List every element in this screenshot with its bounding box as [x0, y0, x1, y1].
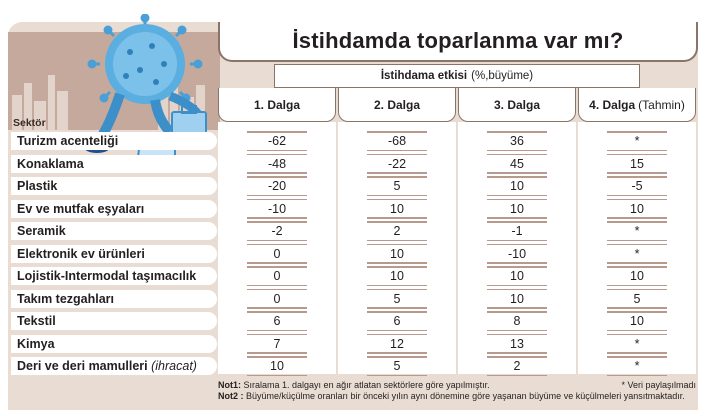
value-cell-wave-1: 0	[247, 266, 307, 286]
value-cell-wave-1: -20	[247, 176, 307, 196]
value-cell-wave-2: -68	[367, 131, 427, 151]
value-cell-wave-2: 5	[367, 176, 427, 196]
column-background-2	[338, 122, 456, 374]
value-cell-wave-1: 0	[247, 243, 307, 264]
footnote-2: Not2 : Büyüme/küçülme oranları bir öncek…	[218, 391, 685, 401]
sector-name: Deri ve deri mamulleri (ihracat)	[11, 357, 217, 375]
table-row: Turizm acenteliği -62 -68 36 *	[8, 130, 698, 152]
value-cell-wave-1: -48	[247, 153, 307, 174]
value-cell-wave-3: 10	[487, 176, 547, 196]
value-cell-wave-4: -5	[607, 176, 667, 196]
value-cell-wave-1: 7	[247, 333, 307, 354]
value-cell-wave-3: -1	[487, 221, 547, 241]
column-header-4: 4. Dalga (Tahmin)	[578, 88, 696, 122]
table-row: Kimya 7 12 13 *	[8, 333, 698, 355]
value-cell-wave-2: 10	[367, 198, 427, 219]
footnote-asterisk: * Veri paylaşılmadı	[621, 380, 696, 390]
value-cell-wave-3: 36	[487, 131, 547, 151]
value-cell-wave-3: -10	[487, 243, 547, 264]
value-cell-wave-3: 2	[487, 356, 547, 376]
sector-name: Tekstil	[11, 312, 217, 330]
table-row: Tekstil 6 6 8 10	[8, 310, 698, 332]
value-cell-wave-2: 2	[367, 221, 427, 241]
value-cell-wave-3: 10	[487, 266, 547, 286]
table-row: Konaklama -48 -22 45 15	[8, 153, 698, 175]
sector-name: Plastik	[11, 177, 217, 195]
sector-name: Ev ve mutfak eşyaları	[11, 199, 217, 218]
table-row: Seramik -2 2 -1 *	[8, 220, 698, 242]
table-row: Plastik -20 5 10 -5	[8, 175, 698, 197]
value-cell-wave-2: 10	[367, 266, 427, 286]
sector-name: Kimya	[11, 334, 217, 353]
value-cell-wave-4: *	[607, 243, 667, 264]
sector-name: Takım tezgahları	[11, 289, 217, 308]
value-cell-wave-3: 13	[487, 333, 547, 354]
table-row: Takım tezgahları 0 5 10 5	[8, 288, 698, 310]
sector-name: Konaklama	[11, 154, 217, 173]
effect-header: İstihdama etkisi (%,büyüme)	[274, 64, 640, 88]
value-cell-wave-4: 5	[607, 288, 667, 309]
value-cell-wave-2: 5	[367, 288, 427, 309]
value-cell-wave-2: 10	[367, 243, 427, 264]
effect-label: İstihdama etkisi	[380, 70, 468, 82]
sector-column-label: Sektör	[13, 117, 46, 129]
column-header-2: 2. Dalga	[338, 88, 456, 122]
value-cell-wave-3: 45	[487, 153, 547, 174]
column-background-3	[458, 122, 576, 374]
value-cell-wave-2: 6	[367, 311, 427, 331]
column-background-4	[578, 122, 696, 374]
value-cell-wave-4: 10	[607, 198, 667, 219]
table-row: Lojistik-Intermodal taşımacılık 0 10 10 10	[8, 265, 698, 287]
effect-unit: (%,büyüme)	[471, 70, 534, 82]
sector-name: Elektronik ev ürünleri	[11, 244, 217, 263]
value-cell-wave-4: *	[607, 356, 667, 376]
value-cell-wave-4: 10	[607, 266, 667, 286]
value-cell-wave-3: 10	[487, 198, 547, 219]
sector-name: Seramik	[11, 222, 217, 240]
value-cell-wave-1: -2	[247, 221, 307, 241]
value-cell-wave-4: *	[607, 221, 667, 241]
sector-name: Lojistik-Intermodal taşımacılık	[11, 267, 217, 285]
column-background-1	[218, 122, 336, 374]
value-cell-wave-2: 12	[367, 333, 427, 354]
value-cell-wave-4: 10	[607, 311, 667, 331]
value-cell-wave-4: 15	[607, 153, 667, 174]
value-cell-wave-1: 6	[247, 311, 307, 331]
table-title: İstihdamda toparlanma var mı?	[292, 28, 624, 53]
table-title-box: İstihdamda toparlanma var mı?	[218, 22, 698, 62]
value-cell-wave-2: 5	[367, 356, 427, 376]
value-cell-wave-4: *	[607, 333, 667, 354]
sector-name: Turizm acenteliği	[11, 132, 217, 150]
column-header-3: 3. Dalga	[458, 88, 576, 122]
table-row: Deri ve deri mamulleri (ihracat) 10 5 2 *	[8, 355, 698, 377]
value-cell-wave-4: *	[607, 131, 667, 151]
column-header-1: 1. Dalga	[218, 88, 336, 122]
value-cell-wave-1: 10	[247, 356, 307, 376]
value-cell-wave-1: -62	[247, 131, 307, 151]
value-cell-wave-3: 8	[487, 311, 547, 331]
value-cell-wave-1: 0	[247, 288, 307, 309]
value-cell-wave-2: -22	[367, 153, 427, 174]
table-row: Elektronik ev ürünleri 0 10 -10 *	[8, 243, 698, 265]
value-cell-wave-3: 10	[487, 288, 547, 309]
virus-character-icon	[83, 14, 207, 159]
footnote-1: Not1: Sıralama 1. dalgayı en ağır atlata…	[218, 380, 490, 390]
table-row: Ev ve mutfak eşyaları -10 10 10 10	[8, 198, 698, 220]
value-cell-wave-1: -10	[247, 198, 307, 219]
footnotes: Not1: Sıralama 1. dalgayı en ağır atlata…	[218, 380, 696, 402]
